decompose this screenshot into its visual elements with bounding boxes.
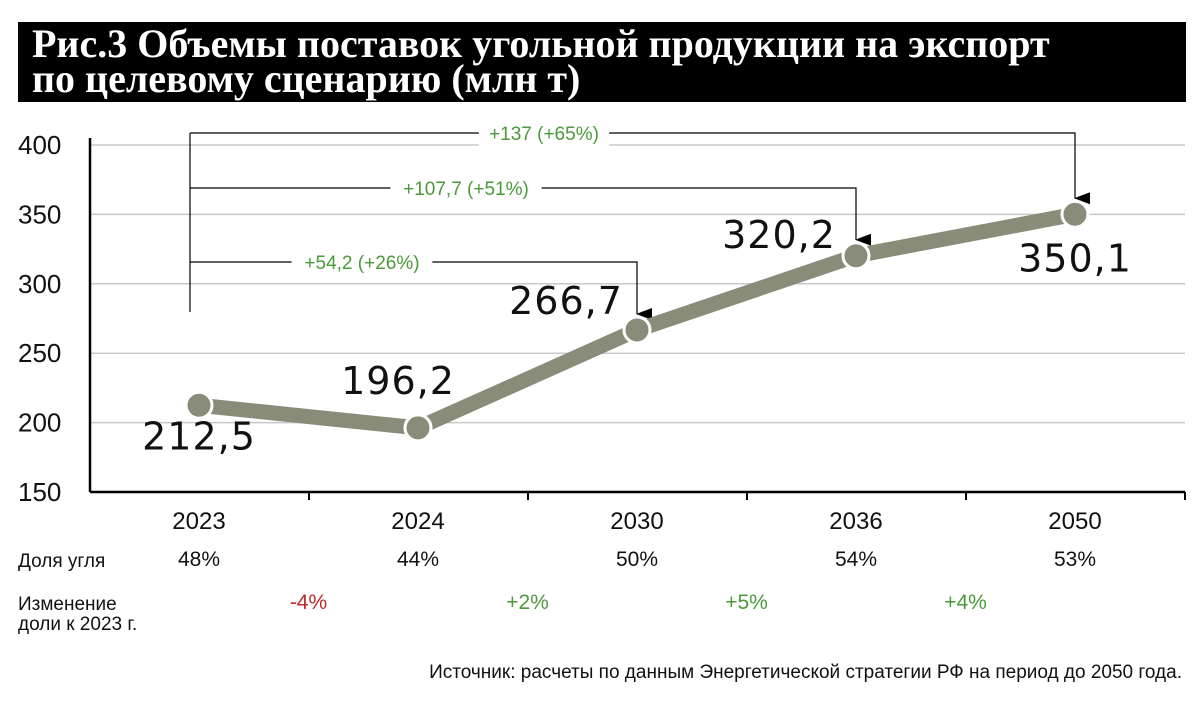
y-tick-label: 400 xyxy=(18,130,61,160)
x-tick-label: 2023 xyxy=(172,508,225,535)
change-value: +4% xyxy=(944,591,987,614)
change-value: -4% xyxy=(289,591,328,614)
data-label: 350,1 xyxy=(1018,236,1132,280)
x-tick-label: 2050 xyxy=(1048,508,1101,535)
title-bar: Рис.3 Объемы поставок угольной продукции… xyxy=(18,22,1186,102)
data-label: 266,7 xyxy=(509,279,623,323)
annotation-label: +137 (+65%) xyxy=(489,124,599,145)
data-label: 212,5 xyxy=(142,414,256,458)
share-value: 54% xyxy=(834,548,878,571)
source-note: Источник: расчеты по данным Энергетическ… xyxy=(429,662,1182,683)
annotation-label: +107,7 (+51%) xyxy=(403,179,529,200)
x-tick-label: 2024 xyxy=(391,508,444,535)
change-row-label-1: Изменение xyxy=(18,594,117,615)
x-tick-label: 2036 xyxy=(829,508,882,535)
x-tick-label: 2030 xyxy=(610,508,663,535)
share-value: 50% xyxy=(615,548,659,571)
share-value: 48% xyxy=(177,548,221,571)
annotation-label-bg xyxy=(291,249,433,275)
annotation-label-bg xyxy=(478,120,610,146)
data-point xyxy=(841,241,871,271)
annotation-label: +54,2 (+26%) xyxy=(304,253,419,274)
y-tick-label: 250 xyxy=(18,338,61,368)
chart-title-line-1: Рис.3 Объемы поставок угольной продукции… xyxy=(32,21,1050,66)
data-point xyxy=(403,413,433,443)
change-value: +5% xyxy=(725,591,768,614)
annotation-label-bg xyxy=(390,175,542,201)
data-label: 196,2 xyxy=(341,359,455,403)
data-point xyxy=(184,390,214,420)
y-tick-label: 200 xyxy=(18,408,61,438)
change-value: +2% xyxy=(506,591,549,614)
y-tick-label: 350 xyxy=(18,199,61,229)
share-value: 53% xyxy=(1053,548,1097,571)
y-tick-label: 150 xyxy=(18,477,61,507)
chart-title-line-2: по целевому сценарию (млн т) xyxy=(32,56,581,101)
data-point xyxy=(622,315,652,345)
data-point xyxy=(1060,199,1090,229)
share-row-label: Доля угля xyxy=(18,551,106,572)
change-row-label-2: доли к 2023 г. xyxy=(18,614,138,635)
data-label: 320,2 xyxy=(722,213,836,257)
share-value: 44% xyxy=(396,548,440,571)
y-tick-label: 300 xyxy=(18,269,61,299)
